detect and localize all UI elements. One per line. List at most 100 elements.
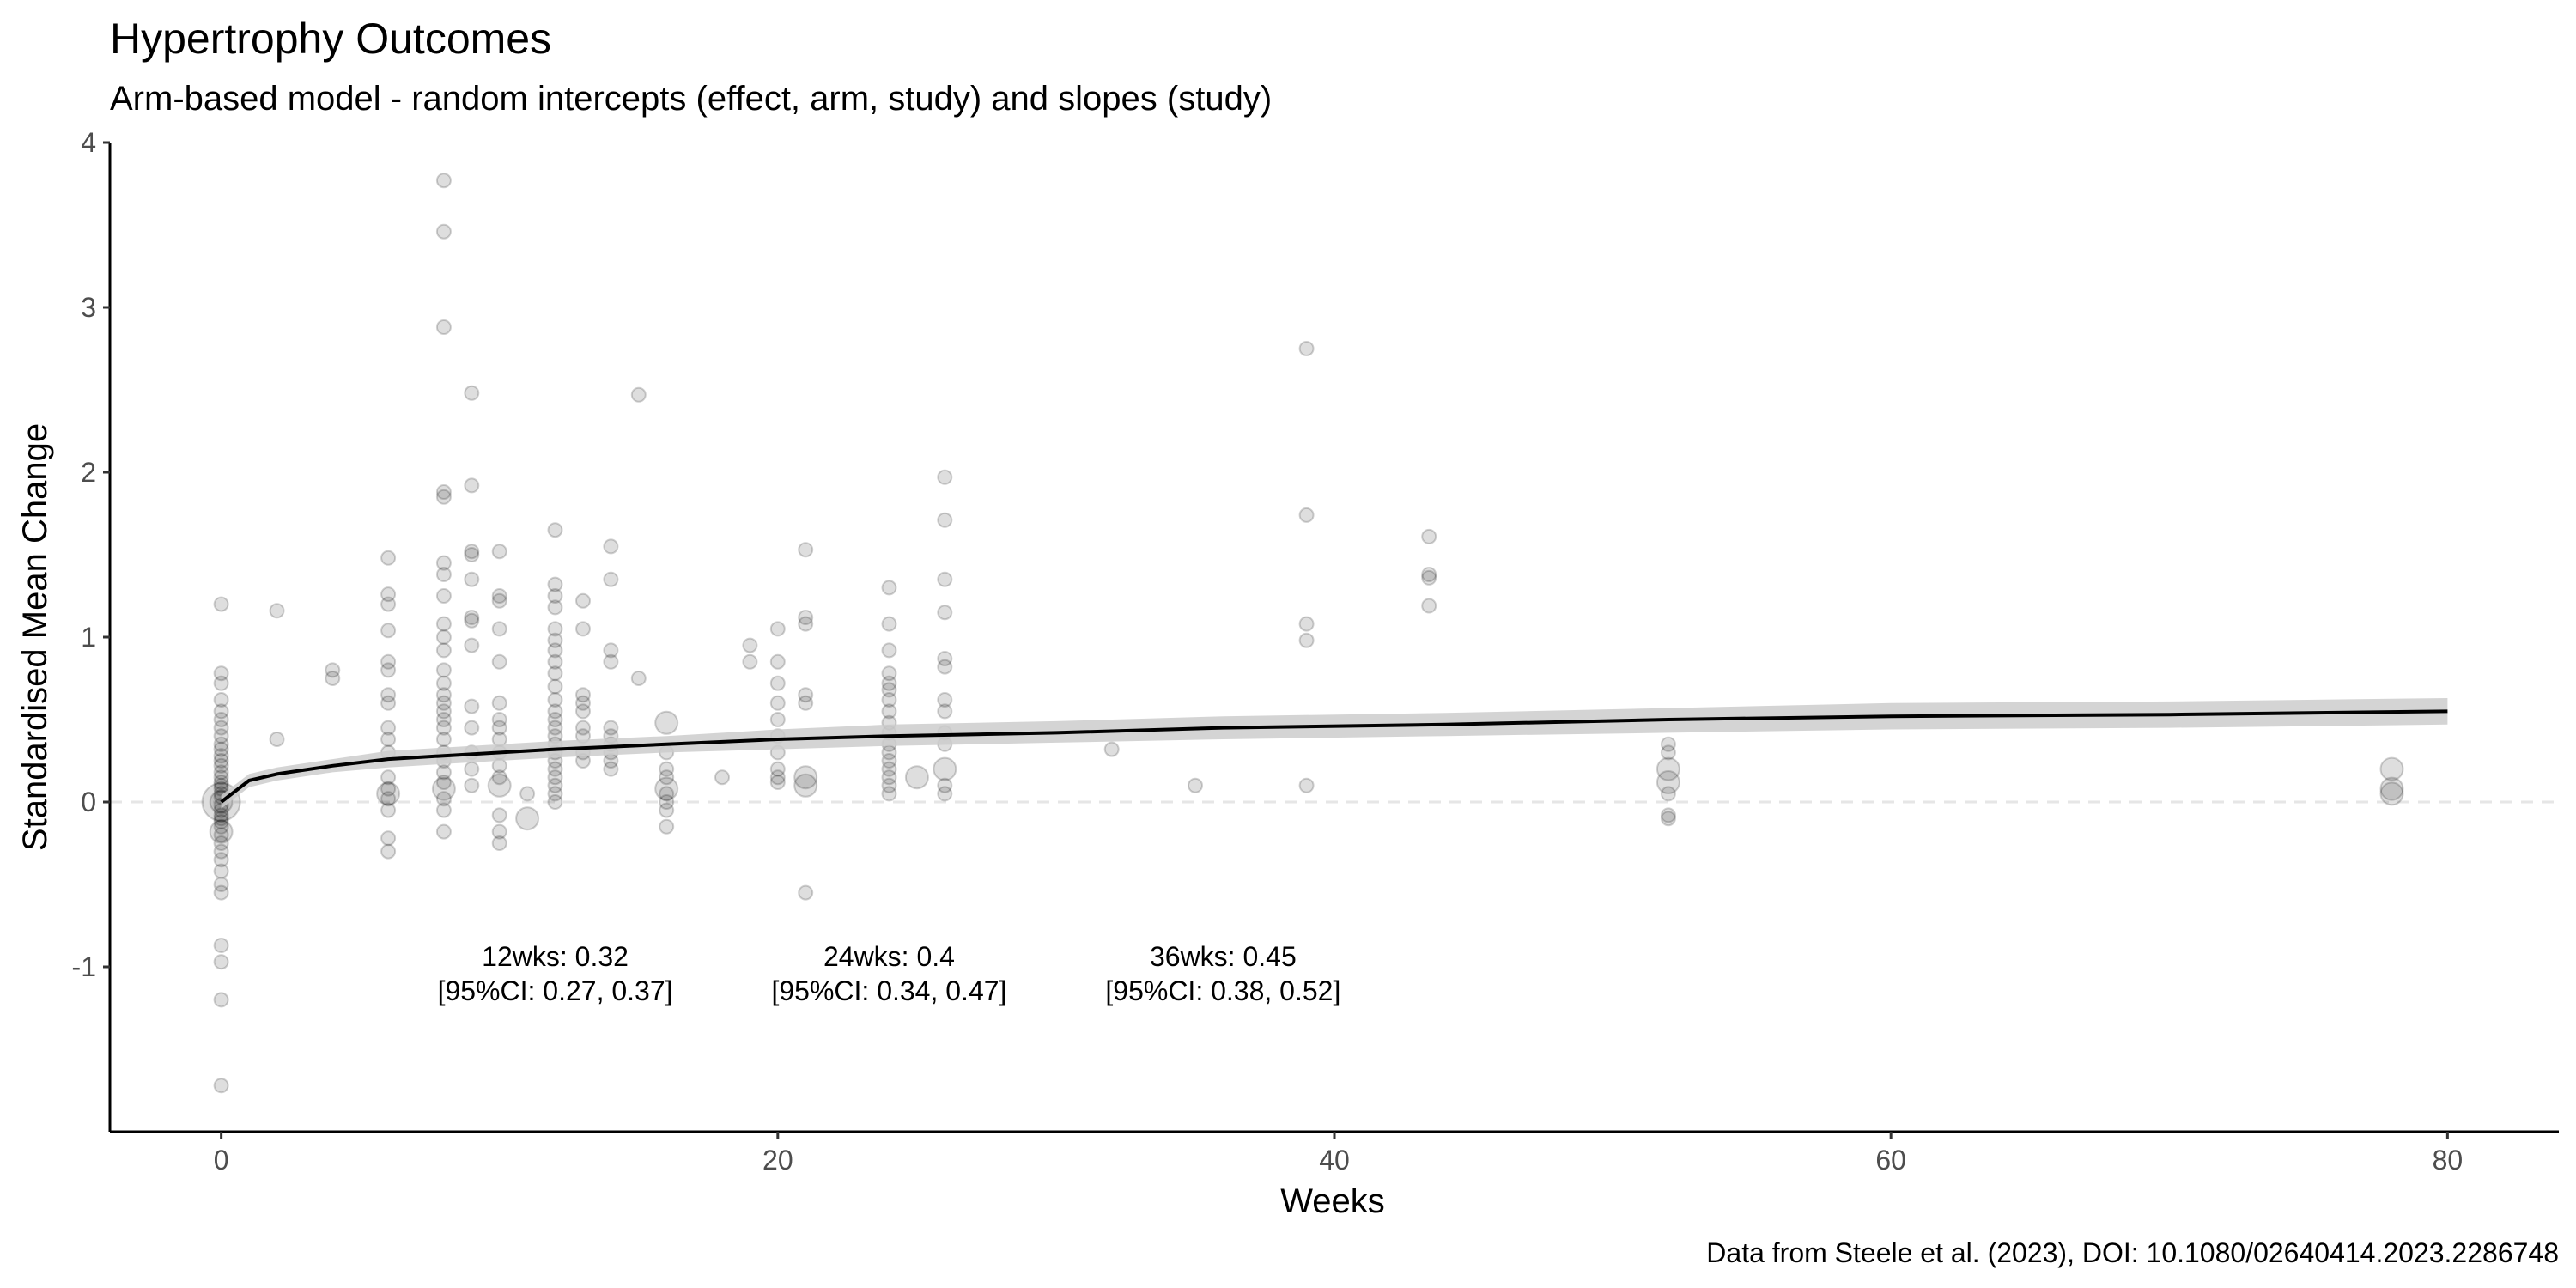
data-point [881, 786, 897, 802]
data-point [435, 712, 452, 727]
data-point [213, 877, 229, 892]
data-point [213, 748, 229, 764]
chart-subtitle: Arm-based model - random intercepts (eff… [110, 80, 1272, 118]
data-point [547, 692, 563, 708]
data-point [435, 616, 452, 632]
data-point [547, 665, 563, 682]
data-point [881, 675, 897, 691]
data-point [547, 777, 563, 793]
data-point [798, 884, 814, 901]
annotation-estimate: 24wks: 0.4 [823, 941, 955, 972]
data-point [213, 835, 229, 851]
data-point [435, 703, 452, 720]
data-point [380, 662, 397, 678]
data-point [213, 775, 229, 790]
data-point [464, 547, 480, 562]
data-point [380, 596, 397, 612]
y-tick-label: 3 [81, 292, 96, 323]
data-point [1660, 786, 1676, 802]
data-point [435, 823, 452, 840]
data-point [1188, 777, 1203, 793]
data-point [491, 712, 507, 727]
data-point [881, 616, 897, 632]
data-point [213, 764, 229, 781]
data-point [435, 223, 452, 240]
data-point [380, 550, 397, 566]
data-point [1421, 567, 1437, 582]
data-point [491, 769, 507, 786]
data-point [547, 678, 563, 695]
data-point [575, 621, 591, 637]
data-point [630, 671, 647, 686]
data-point [881, 761, 897, 777]
data-point [547, 632, 563, 648]
data-point [213, 757, 229, 774]
data-point [742, 653, 758, 670]
data-point [435, 764, 452, 781]
data-point [798, 695, 814, 711]
data-point [547, 794, 563, 810]
data-point [380, 732, 397, 747]
data-point [881, 642, 897, 659]
data-point [769, 712, 786, 727]
data-point [547, 588, 563, 604]
data-point [1660, 736, 1676, 752]
data-point [213, 753, 229, 769]
data-point [769, 653, 786, 670]
data-point [213, 863, 229, 879]
data-point [213, 954, 229, 970]
data-point [937, 777, 953, 793]
data-point [547, 786, 563, 802]
data-point [881, 777, 897, 793]
data-point [769, 769, 786, 786]
data-point [547, 621, 563, 637]
data-point [881, 682, 897, 698]
annotation-ci: [95%CI: 0.27, 0.37] [438, 975, 673, 1006]
data-point [213, 728, 229, 744]
data-point [435, 629, 452, 645]
data-point [1103, 741, 1120, 757]
x-tick-label: 0 [214, 1145, 229, 1176]
data-point [213, 811, 229, 827]
data-point [793, 773, 818, 798]
data-point [380, 781, 397, 797]
x-axis-title: Weeks [1280, 1182, 1385, 1220]
y-tick-label: 2 [81, 457, 96, 488]
data-point [515, 806, 540, 831]
data-point [798, 610, 814, 625]
data-point [213, 692, 229, 708]
data-point [904, 765, 929, 790]
data-point [435, 484, 452, 500]
data-point [547, 653, 563, 670]
data-point [937, 786, 953, 802]
data-point [435, 567, 452, 582]
data-point [575, 592, 591, 609]
data-point [213, 843, 229, 860]
data-point [213, 720, 229, 736]
data-point [213, 736, 229, 752]
data-point [547, 576, 563, 592]
data-point [491, 653, 507, 670]
data-point [464, 637, 480, 653]
data-point [213, 884, 229, 901]
data-point [1298, 616, 1315, 632]
data-point [435, 732, 452, 747]
annotation-estimate: 36wks: 0.45 [1150, 941, 1297, 972]
data-point [937, 571, 953, 587]
data-point [2379, 781, 2404, 806]
data-point [435, 319, 452, 335]
data-point [464, 761, 480, 777]
data-point [519, 786, 536, 802]
data-point [213, 818, 229, 835]
data-point [464, 385, 480, 401]
data-point [464, 610, 480, 625]
y-tick-label: 4 [81, 127, 96, 158]
data-point [464, 477, 480, 494]
data-point [603, 653, 619, 670]
data-point [1298, 777, 1315, 793]
caption: Data from Steele et al. (2023), DOI: 10.… [1706, 1237, 2559, 1268]
data-point [547, 599, 563, 616]
data-point [380, 802, 397, 818]
data-point [269, 732, 285, 747]
data-point [547, 769, 563, 786]
